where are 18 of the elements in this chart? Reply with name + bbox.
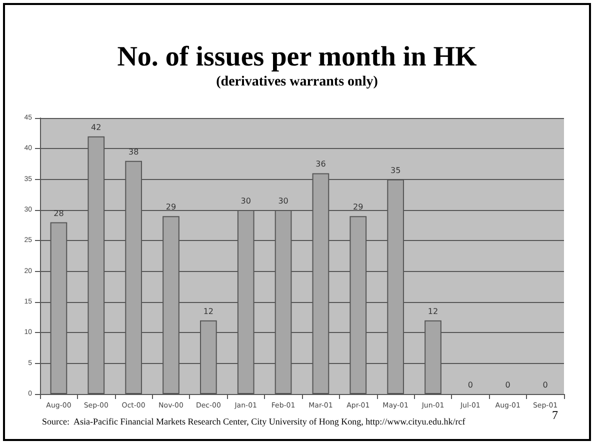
chart-title: No. of issues per month in HK <box>117 42 478 72</box>
data-label: 12 <box>428 306 438 316</box>
chart-subtitle: (derivatives warrants only) <box>216 74 378 90</box>
data-label: 0 <box>542 380 548 390</box>
data-label: 35 <box>390 166 401 175</box>
data-label: 42 <box>91 122 102 132</box>
data-label: 29 <box>353 202 364 212</box>
data-label: 30 <box>278 196 288 206</box>
data-label: 0 <box>468 380 473 390</box>
data-label: 29 <box>166 202 176 212</box>
data-label: 28 <box>54 208 64 218</box>
data-label: 12 <box>203 306 214 316</box>
data-label: 30 <box>240 196 251 206</box>
data-label: 36 <box>316 160 326 169</box>
data-label: 0 <box>505 380 510 390</box>
text: 7 <box>552 408 558 422</box>
data-label: 38 <box>128 147 139 156</box>
source-note: Source: Asia-Pacific Financial Markets Research Center, City University of Hong Kong, http://www.cityu.edu.hk/rcf <box>42 416 466 426</box>
